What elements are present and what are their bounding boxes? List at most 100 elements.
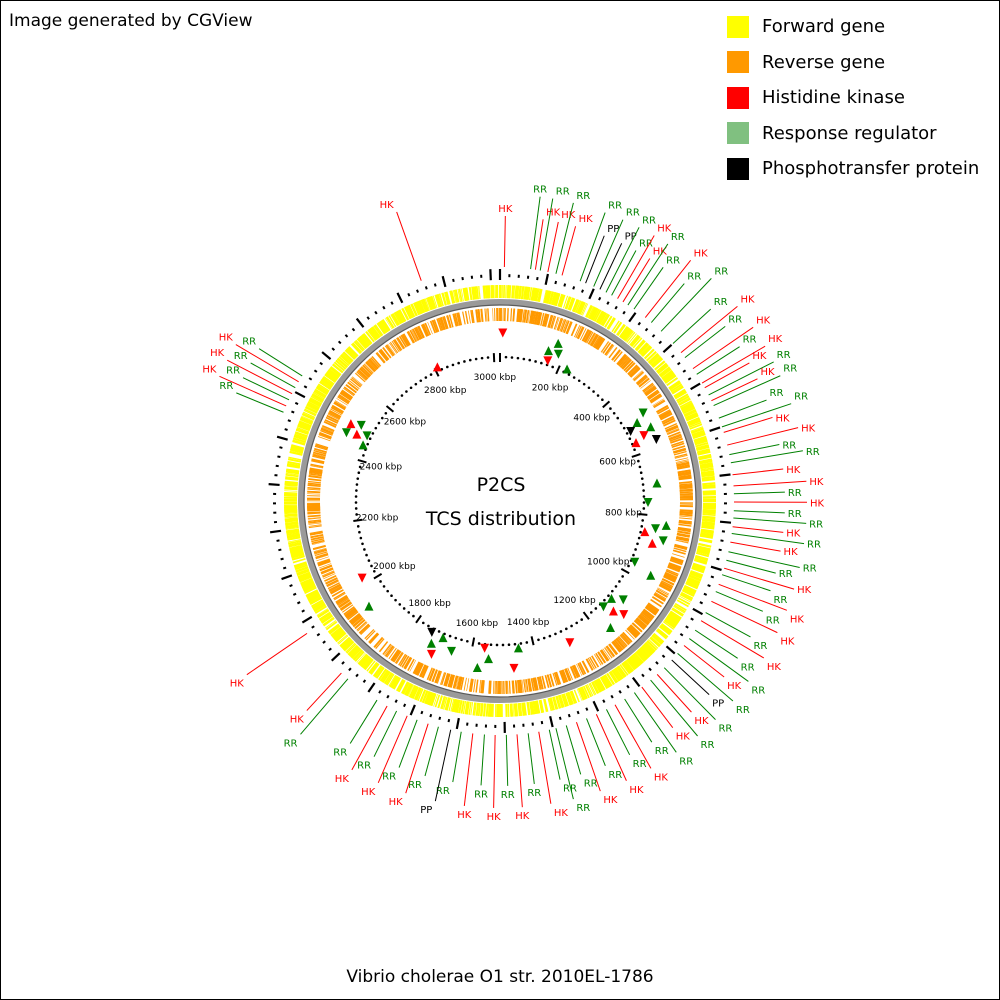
outer-tick-minor <box>420 710 424 715</box>
forward-gene <box>692 564 705 571</box>
reverse-gene <box>613 640 622 652</box>
outer-tick-major <box>455 717 460 730</box>
reverse-gene <box>311 458 325 463</box>
outer-tick-minor <box>618 690 622 694</box>
forward-gene <box>490 703 493 717</box>
forward-gene <box>552 696 558 710</box>
ruler-tick-minor <box>354 495 358 498</box>
reverse-gene <box>523 679 527 693</box>
reverse-gene <box>307 484 321 488</box>
reverse-gene <box>676 534 690 538</box>
reverse-gene <box>679 490 693 492</box>
ruler-tick-minor <box>405 390 408 393</box>
ruler-tick-minor <box>374 426 378 430</box>
legend: Forward gene Reverse gene Histidine kinase… <box>727 9 979 187</box>
forward-gene <box>424 691 431 704</box>
forward-gene <box>694 557 708 562</box>
reverse-gene <box>652 398 664 406</box>
reverse-gene <box>589 333 598 346</box>
forward-gene <box>484 285 487 299</box>
forward-gene <box>339 354 351 365</box>
ruler-tick-minor <box>567 373 571 376</box>
forward-gene <box>287 458 301 463</box>
forward-gene <box>579 687 585 700</box>
ruler-tick-major <box>415 614 422 624</box>
reverse-gene <box>380 348 390 360</box>
reverse-gene <box>308 478 322 482</box>
reverse-gene <box>588 332 596 345</box>
forward-gene <box>341 638 352 649</box>
forward-gene <box>702 512 716 515</box>
ruler-tick-minor <box>638 465 642 469</box>
reverse-gene <box>561 319 567 332</box>
reverse-gene <box>368 632 378 643</box>
reverse-gene <box>329 584 342 592</box>
feature-label-rr: RR <box>527 788 541 799</box>
ruler-tick-minor <box>489 643 493 647</box>
feature-leader-hk <box>614 704 652 769</box>
reverse-gene <box>652 399 665 408</box>
reverse-gene <box>317 436 331 442</box>
reverse-gene <box>318 432 332 439</box>
reverse-gene <box>676 533 690 538</box>
reverse-gene <box>637 376 649 386</box>
forward-gene <box>679 400 692 408</box>
reverse-gene <box>456 676 461 690</box>
reverse-gene <box>337 395 350 404</box>
outer-tick-minor <box>585 707 589 711</box>
reverse-gene <box>537 676 541 690</box>
ruler-tick-minor <box>424 376 428 379</box>
feature-leader-hk <box>493 734 496 808</box>
forward-gene <box>660 623 673 633</box>
outer-tick-major <box>710 565 722 571</box>
forward-gene <box>604 315 613 328</box>
forward-gene <box>296 428 309 435</box>
forward-gene <box>654 360 666 371</box>
reverse-gene <box>344 386 356 395</box>
reverse-gene <box>317 559 331 566</box>
forward-gene <box>380 670 390 682</box>
reverse-gene <box>454 313 459 327</box>
feature-label-rr: RR <box>357 761 371 772</box>
forward-gene <box>348 645 360 657</box>
forward-gene <box>688 574 702 581</box>
reverse-gene <box>321 568 334 575</box>
forward-gene <box>287 539 301 543</box>
feature-leader-rr <box>729 443 780 456</box>
feature-marker-rr <box>618 595 628 605</box>
forward-gene <box>701 476 715 480</box>
ruler-tick-minor <box>414 382 418 386</box>
forward-gene <box>346 643 357 654</box>
feature-label-rr: RR <box>642 215 656 226</box>
reverse-gene <box>652 596 664 604</box>
outer-tick-minor <box>661 654 666 659</box>
feature-label-rr: RR <box>714 297 728 308</box>
reverse-gene <box>555 671 562 685</box>
reverse-gene <box>384 645 394 657</box>
forward-gene <box>626 332 636 343</box>
outer-tick-minor <box>690 617 694 621</box>
reverse-gene <box>524 679 528 693</box>
outer-tick-minor <box>433 283 437 287</box>
reverse-gene <box>678 473 692 476</box>
forward-gene <box>289 450 303 456</box>
reverse-gene <box>307 488 321 491</box>
forward-gene <box>332 364 343 374</box>
forward-gene <box>326 370 339 380</box>
forward-gene <box>301 581 315 589</box>
feature-marker-rr <box>606 593 616 603</box>
reverse-gene <box>606 645 616 657</box>
ruler-tick-major <box>582 611 590 620</box>
reverse-gene <box>649 394 662 403</box>
forward-gene <box>477 702 481 717</box>
feature-leader-rr <box>258 348 303 377</box>
reverse-gene <box>628 365 639 376</box>
feature-leader-hk <box>405 723 429 794</box>
forward-gene <box>460 700 465 714</box>
reverse-gene <box>307 508 321 510</box>
forward-gene <box>694 439 708 445</box>
feature-leader-hk <box>246 632 308 676</box>
ruler-tick-minor <box>382 585 386 588</box>
forward-gene <box>348 346 359 357</box>
feature-label-pp: PP <box>712 699 724 710</box>
